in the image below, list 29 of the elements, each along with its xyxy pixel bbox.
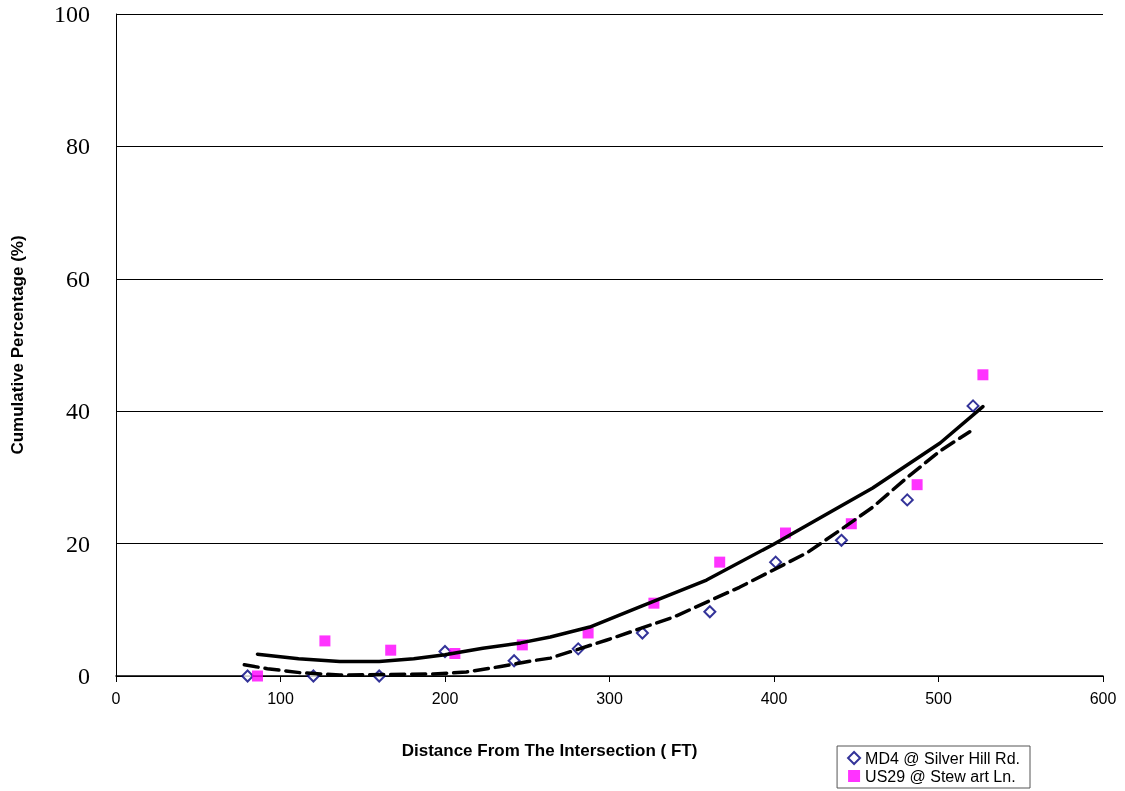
x-tick-label: 500 [925, 689, 952, 707]
legend-label: MD4 @ Silver Hill Rd. [865, 749, 1021, 767]
legend-label: US29 @ Stew art Ln. [865, 767, 1016, 785]
point [977, 369, 989, 381]
y-tick-label: 0 [78, 663, 90, 689]
point [714, 556, 726, 568]
point [241, 669, 255, 683]
x-tick-label: 400 [760, 689, 788, 707]
y-tick-label: 20 [66, 530, 90, 557]
point [900, 493, 914, 507]
y-tick-label: 60 [66, 265, 90, 292]
point [769, 555, 783, 569]
x-axis-title: Distance From The Intersection ( FT) [401, 741, 698, 760]
x-tick-label: 300 [596, 689, 623, 707]
point [319, 635, 331, 647]
point [703, 605, 717, 619]
x-tick-label: 600 [1089, 689, 1117, 707]
x-tick-label: 100 [267, 689, 294, 707]
point [251, 670, 263, 682]
point [966, 399, 980, 413]
x-tick-label: 0 [111, 689, 121, 707]
y-tick-label: 80 [66, 133, 90, 160]
y-tick-label: 100 [54, 1, 90, 27]
point [911, 479, 923, 491]
point [385, 644, 397, 656]
x-tick-label: 200 [431, 689, 459, 707]
point [834, 533, 848, 547]
y-axis-title: Cumulative Percentage (%) [8, 235, 27, 455]
y-tick-label: 40 [66, 398, 90, 425]
